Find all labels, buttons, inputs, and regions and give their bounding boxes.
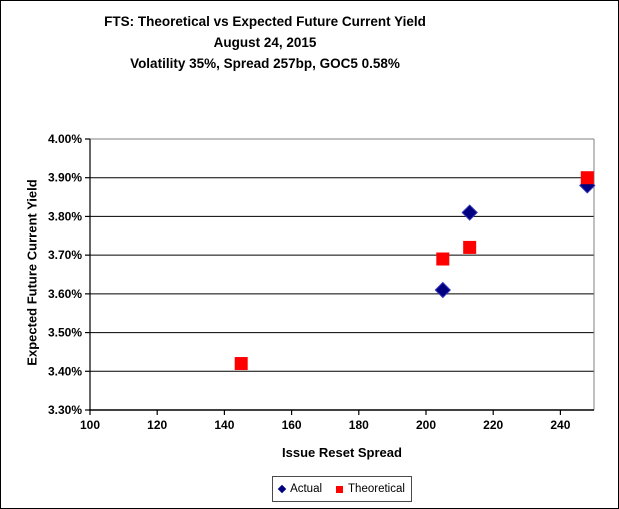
- x-tick-label: 240: [550, 418, 570, 432]
- data-point-theoretical: [463, 240, 477, 254]
- y-tick-label: 4.00%: [48, 132, 82, 146]
- legend-item-theoretical: Theoretical: [336, 483, 405, 495]
- x-tick-label: 100: [80, 418, 100, 432]
- legend-item-actual: Actual: [277, 483, 323, 495]
- x-axis-title: Issue Reset Spread: [282, 445, 402, 460]
- y-tick-label: 3.40%: [48, 364, 82, 378]
- x-tick-label: 140: [214, 418, 234, 432]
- y-tick-label: 3.50%: [48, 326, 82, 340]
- legend-label-theoretical: Theoretical: [348, 483, 405, 495]
- legend: Actual Theoretical: [272, 476, 412, 502]
- data-point-actual: [434, 281, 452, 299]
- x-tick-label: 180: [349, 418, 369, 432]
- actual-diamond-marker-icon: [277, 484, 287, 494]
- chart-subtitle-params: Volatility 35%, Spread 257bp, GOC5 0.58%: [130, 56, 400, 71]
- y-tick-label: 3.60%: [48, 287, 82, 301]
- y-tick-label: 3.80%: [48, 209, 82, 223]
- x-tick-label: 160: [282, 418, 302, 432]
- y-tick-label: 3.70%: [48, 248, 82, 262]
- chart-title: FTS: Theoretical vs Expected Future Curr…: [104, 14, 426, 29]
- data-point-actual: [461, 204, 478, 221]
- data-point-theoretical: [580, 171, 594, 185]
- x-tick-label: 200: [416, 418, 436, 432]
- x-tick-label: 220: [483, 418, 503, 432]
- theoretical-square-marker-icon: [336, 485, 344, 493]
- y-tick-label: 3.30%: [48, 403, 82, 417]
- legend-label-actual: Actual: [290, 483, 323, 495]
- data-point-theoretical: [436, 252, 450, 266]
- chart-subtitle-date: August 24, 2015: [213, 35, 317, 50]
- y-tick-label: 3.90%: [48, 171, 82, 185]
- data-point-theoretical: [234, 357, 248, 371]
- x-tick-label: 120: [147, 418, 167, 432]
- chart-title-block: FTS: Theoretical vs Expected Future Curr…: [1, 11, 529, 74]
